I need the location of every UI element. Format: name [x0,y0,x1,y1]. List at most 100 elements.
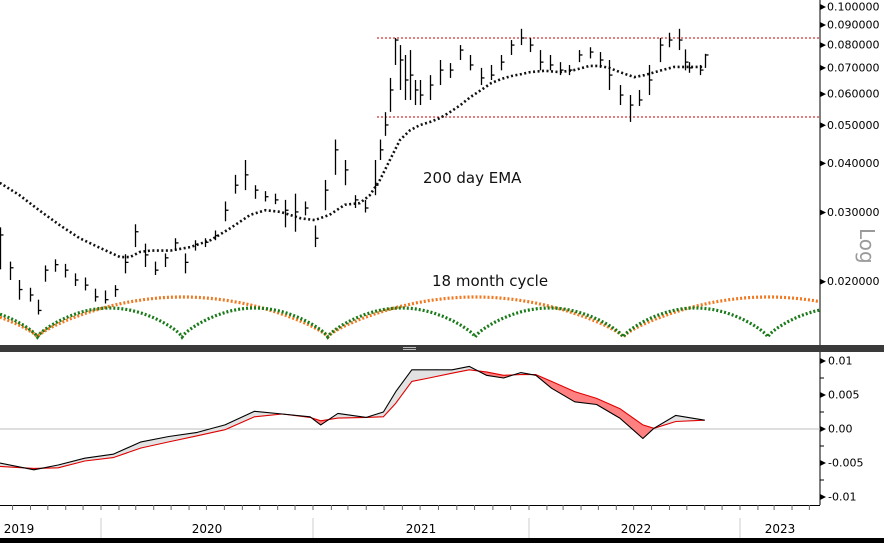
oscillator-fill-slice [518,373,519,375]
oscillator-fill-slice [4,463,5,467]
oscillator-fill-slice [650,427,651,432]
oscillator-fill-slice [195,432,196,437]
oscillator-fill-slice [695,418,696,421]
price-bar [354,195,359,208]
oscillator-fill-slice [572,390,573,401]
oscillator-fill-slice [690,417,691,421]
oscillator-fill-slice [396,390,397,403]
oscillator-fill-slice [204,430,205,435]
oscillator-tick-marker [820,358,826,364]
oscillator-fill-slice [540,376,541,380]
oscillator-fill-slice [191,433,192,438]
oscillator-fill-slice [242,416,243,423]
price-bar [684,49,689,71]
oscillator-fill-slice [346,414,347,418]
oscillator-fill-slice [402,382,403,395]
oscillator-fill-slice [429,369,430,378]
oscillator-fill-slice [324,420,325,423]
divider-grip-icon[interactable] [403,347,416,350]
oscillator-fill-slice [524,373,525,375]
oscillator-fill-slice [102,455,103,459]
oscillator-fill-slice [403,381,404,393]
oscillator-fill-slice [502,375,503,378]
oscillator-fill-slice [110,454,111,458]
oscillator-fill-slice [579,393,580,403]
oscillator-fill-slice [213,428,214,433]
oscillator-fill-slice [340,413,341,419]
oscillator-fill-slice [77,460,78,463]
oscillator-fill-slice [693,418,694,421]
oscillator-fill-slice [8,464,9,467]
oscillator-fill-slice [646,426,647,436]
oscillator-fill-slice [235,420,236,426]
oscillator-fill-slice [686,417,687,422]
oscillator-tick-marker [820,392,826,398]
oscillator-fill-slice [488,372,489,376]
oscillator-fill-slice [662,423,663,426]
price-bar [520,28,525,46]
oscillator-fill-slice [321,420,322,425]
oscillator-fill-slice [452,369,453,374]
oscillator-fill-slice [211,428,212,433]
oscillator-fill-slice [186,433,187,439]
oscillator-fill-slice [176,435,177,441]
oscillator-fill-slice [197,432,198,436]
oscillator-fill-slice [244,415,245,422]
oscillator-fill-slice [79,459,80,463]
oscillator-fill-slice [114,453,115,458]
price-bar [9,261,14,280]
price-tick-marker [820,122,826,129]
oscillator-fill-slice [618,408,619,418]
oscillator-fill-slice [121,450,122,455]
oscillator-fill-slice [506,375,507,378]
oscillator-fill-slice [615,406,616,416]
oscillator-fill-slice [390,400,391,410]
oscillator-fill-slice [86,457,87,461]
oscillator-fill-slice [65,463,66,466]
oscillator-tick-label: -0.01 [828,491,856,504]
oscillator-fill-slice [153,439,154,446]
oscillator-fill-slice [416,369,417,381]
log-scale-label: Log [855,228,879,264]
oscillator-fill-slice [544,378,545,383]
price-bar [429,75,434,100]
oscillator-fill-slice [453,369,454,373]
oscillator-fill-slice [90,457,91,461]
oscillator-fill-slice [685,416,686,422]
oscillator-fill-slice [541,377,542,380]
oscillator-fill-slice [144,441,145,448]
oscillator-fill-slice [564,387,565,396]
ema-annotation: 200 day EMA [423,169,522,187]
oscillator-fill-slice [450,369,451,374]
oscillator-fill-slice [190,433,191,438]
oscillator-fill-slice [400,385,401,397]
oscillator-fill-slice [69,462,70,465]
oscillator-fill-slice [458,368,459,372]
oscillator-fill-slice [561,385,562,395]
oscillator-fill-slice [439,369,440,376]
price-bar [194,240,199,251]
oscillator-fill-slice [245,415,246,421]
price-tick-label: 0.100000 [827,1,880,14]
oscillator-fill-slice [438,369,439,377]
oscillator-fill-slice [621,409,622,420]
oscillator-fill-slice [356,416,357,418]
oscillator-fill-slice [322,420,323,424]
panel-divider[interactable] [0,345,884,352]
oscillator-fill-slice [247,414,248,420]
oscillator-fill-slice [99,456,100,460]
price-bar [704,53,709,68]
oscillator-fill-slice [255,411,256,417]
oscillator-fill-slice [557,384,558,392]
oscillator-fill-slice [55,465,56,468]
oscillator-fill-slice [354,415,355,418]
oscillator-fill-slice [550,380,551,388]
price-bar [264,191,269,202]
price-bar [539,50,544,71]
oscillator-fill-slice [675,415,676,422]
oscillator-fill-slice [14,465,15,468]
oscillator-fill-slice [413,369,414,382]
oscillator-fill-slice [679,416,680,422]
